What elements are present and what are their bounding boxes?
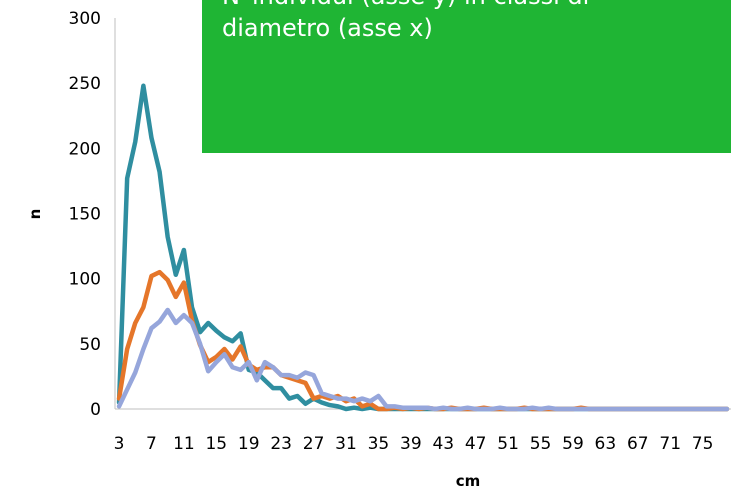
x-tick-label: 3 — [114, 434, 125, 454]
series-line-3 — [116, 307, 730, 412]
y-tick-label: 250 — [69, 74, 101, 94]
x-tick-label: 67 — [627, 434, 649, 454]
x-tick-label: 27 — [303, 434, 325, 454]
x-tick-label: 59 — [562, 434, 584, 454]
x-axis-tick-labels: 3 7 11 15 19 23 27 31 35 39 43 47 51 55 59 63 67 71 75 — [114, 434, 714, 454]
x-axis-title: cm — [456, 472, 481, 490]
x-tick-label: 63 — [595, 434, 617, 454]
x-tick-label: 15 — [205, 434, 227, 454]
x-tick-label: 47 — [465, 434, 487, 454]
x-tick-label: 75 — [692, 434, 714, 454]
y-tick-label: 300 — [69, 9, 101, 29]
y-tick-label: 200 — [69, 139, 101, 159]
x-tick-label: 7 — [146, 434, 157, 454]
y-tick-label: 150 — [69, 205, 101, 225]
x-tick-label: 51 — [497, 434, 519, 454]
y-axis-title: n — [26, 209, 44, 220]
x-tick-label: 11 — [173, 434, 195, 454]
x-tick-label: 71 — [659, 434, 681, 454]
x-tick-label: 55 — [530, 434, 552, 454]
x-tick-label: 43 — [432, 434, 454, 454]
callout-text-line-2: diametro (asse x) — [222, 14, 433, 42]
x-tick-label: 31 — [335, 434, 357, 454]
y-tick-label: 50 — [79, 335, 101, 355]
series-lines — [116, 83, 730, 412]
y-tick-label: 100 — [69, 270, 101, 290]
x-tick-label: 39 — [400, 434, 422, 454]
x-tick-label: 35 — [368, 434, 390, 454]
y-axis-tick-labels: 0 50 100 150 200 250 300 — [69, 9, 101, 420]
callout-text-line-1: N°individui (asse y) in classi di — [222, 0, 719, 12]
y-tick-label: 0 — [90, 400, 101, 420]
x-tick-label: 23 — [270, 434, 292, 454]
callout-box: N°individui (asse y) in classi di diamet… — [202, 0, 731, 153]
series-line-2 — [116, 269, 730, 412]
x-tick-label: 19 — [238, 434, 260, 454]
